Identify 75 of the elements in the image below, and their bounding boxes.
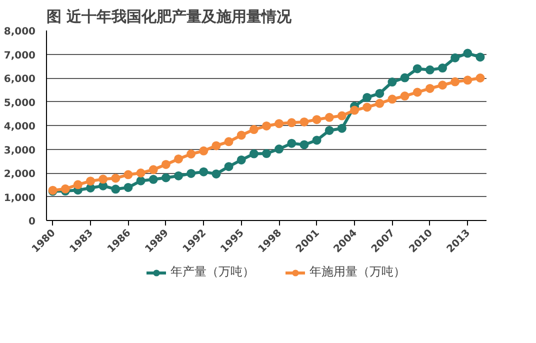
point <box>463 48 472 58</box>
point <box>148 174 158 184</box>
y-tick-label: 5,000 <box>4 98 36 109</box>
legend-label: 年施用量（万吨） <box>310 264 406 280</box>
point <box>111 184 120 194</box>
point <box>148 165 158 174</box>
point <box>312 136 322 145</box>
point <box>438 64 447 73</box>
y-tick-label: 3,000 <box>4 145 36 156</box>
point <box>249 125 258 134</box>
point <box>161 173 170 182</box>
point <box>60 184 70 194</box>
point <box>362 102 372 112</box>
point <box>337 124 346 133</box>
y-tick-label: 2,000 <box>4 169 36 180</box>
point <box>274 144 284 154</box>
point <box>212 141 221 150</box>
point <box>124 170 133 180</box>
point <box>450 77 460 86</box>
point <box>199 146 208 156</box>
point <box>274 119 284 128</box>
point <box>375 98 384 108</box>
point <box>388 78 397 87</box>
y-tick-label: 7,000 <box>4 50 36 62</box>
point <box>300 140 309 150</box>
point <box>262 121 271 130</box>
point <box>312 115 322 124</box>
point <box>236 155 246 164</box>
point <box>212 169 221 178</box>
point <box>287 118 296 128</box>
point <box>86 176 95 186</box>
point <box>186 150 196 158</box>
point <box>136 176 146 186</box>
point <box>224 162 234 172</box>
y-tick-label: 1,000 <box>4 192 36 204</box>
point <box>388 94 397 104</box>
y-tick-label: 8,000 <box>4 26 36 38</box>
point <box>324 112 334 122</box>
point <box>362 92 372 102</box>
point <box>124 182 133 192</box>
point <box>324 126 334 135</box>
point <box>400 73 410 82</box>
point <box>400 92 410 101</box>
point <box>186 168 196 178</box>
point <box>425 84 434 93</box>
y-tick-label: 4,000 <box>4 122 36 132</box>
point <box>412 64 422 74</box>
point <box>174 154 183 164</box>
point <box>463 76 472 85</box>
point <box>161 160 170 169</box>
point <box>438 80 447 90</box>
point <box>236 130 246 140</box>
point <box>337 111 346 120</box>
point <box>98 174 108 184</box>
point <box>249 149 258 158</box>
point <box>476 52 485 62</box>
point <box>174 171 183 180</box>
y-tick-label: 6,000 <box>4 74 36 85</box>
point <box>300 117 309 126</box>
point <box>262 149 271 158</box>
chart-title: 图 近十年我国化肥产量及施用量情况 <box>46 8 293 26</box>
legend-label: 年产量（万吨） <box>170 264 254 280</box>
point <box>350 106 359 115</box>
point <box>425 65 434 74</box>
point <box>199 167 208 176</box>
point <box>136 168 146 178</box>
point <box>476 74 485 82</box>
point <box>73 180 82 190</box>
y-tick-label: 0 <box>28 216 36 228</box>
point <box>111 174 120 183</box>
point <box>375 88 384 98</box>
point <box>412 88 422 97</box>
point <box>224 137 234 146</box>
point <box>287 138 296 148</box>
point <box>450 53 460 62</box>
